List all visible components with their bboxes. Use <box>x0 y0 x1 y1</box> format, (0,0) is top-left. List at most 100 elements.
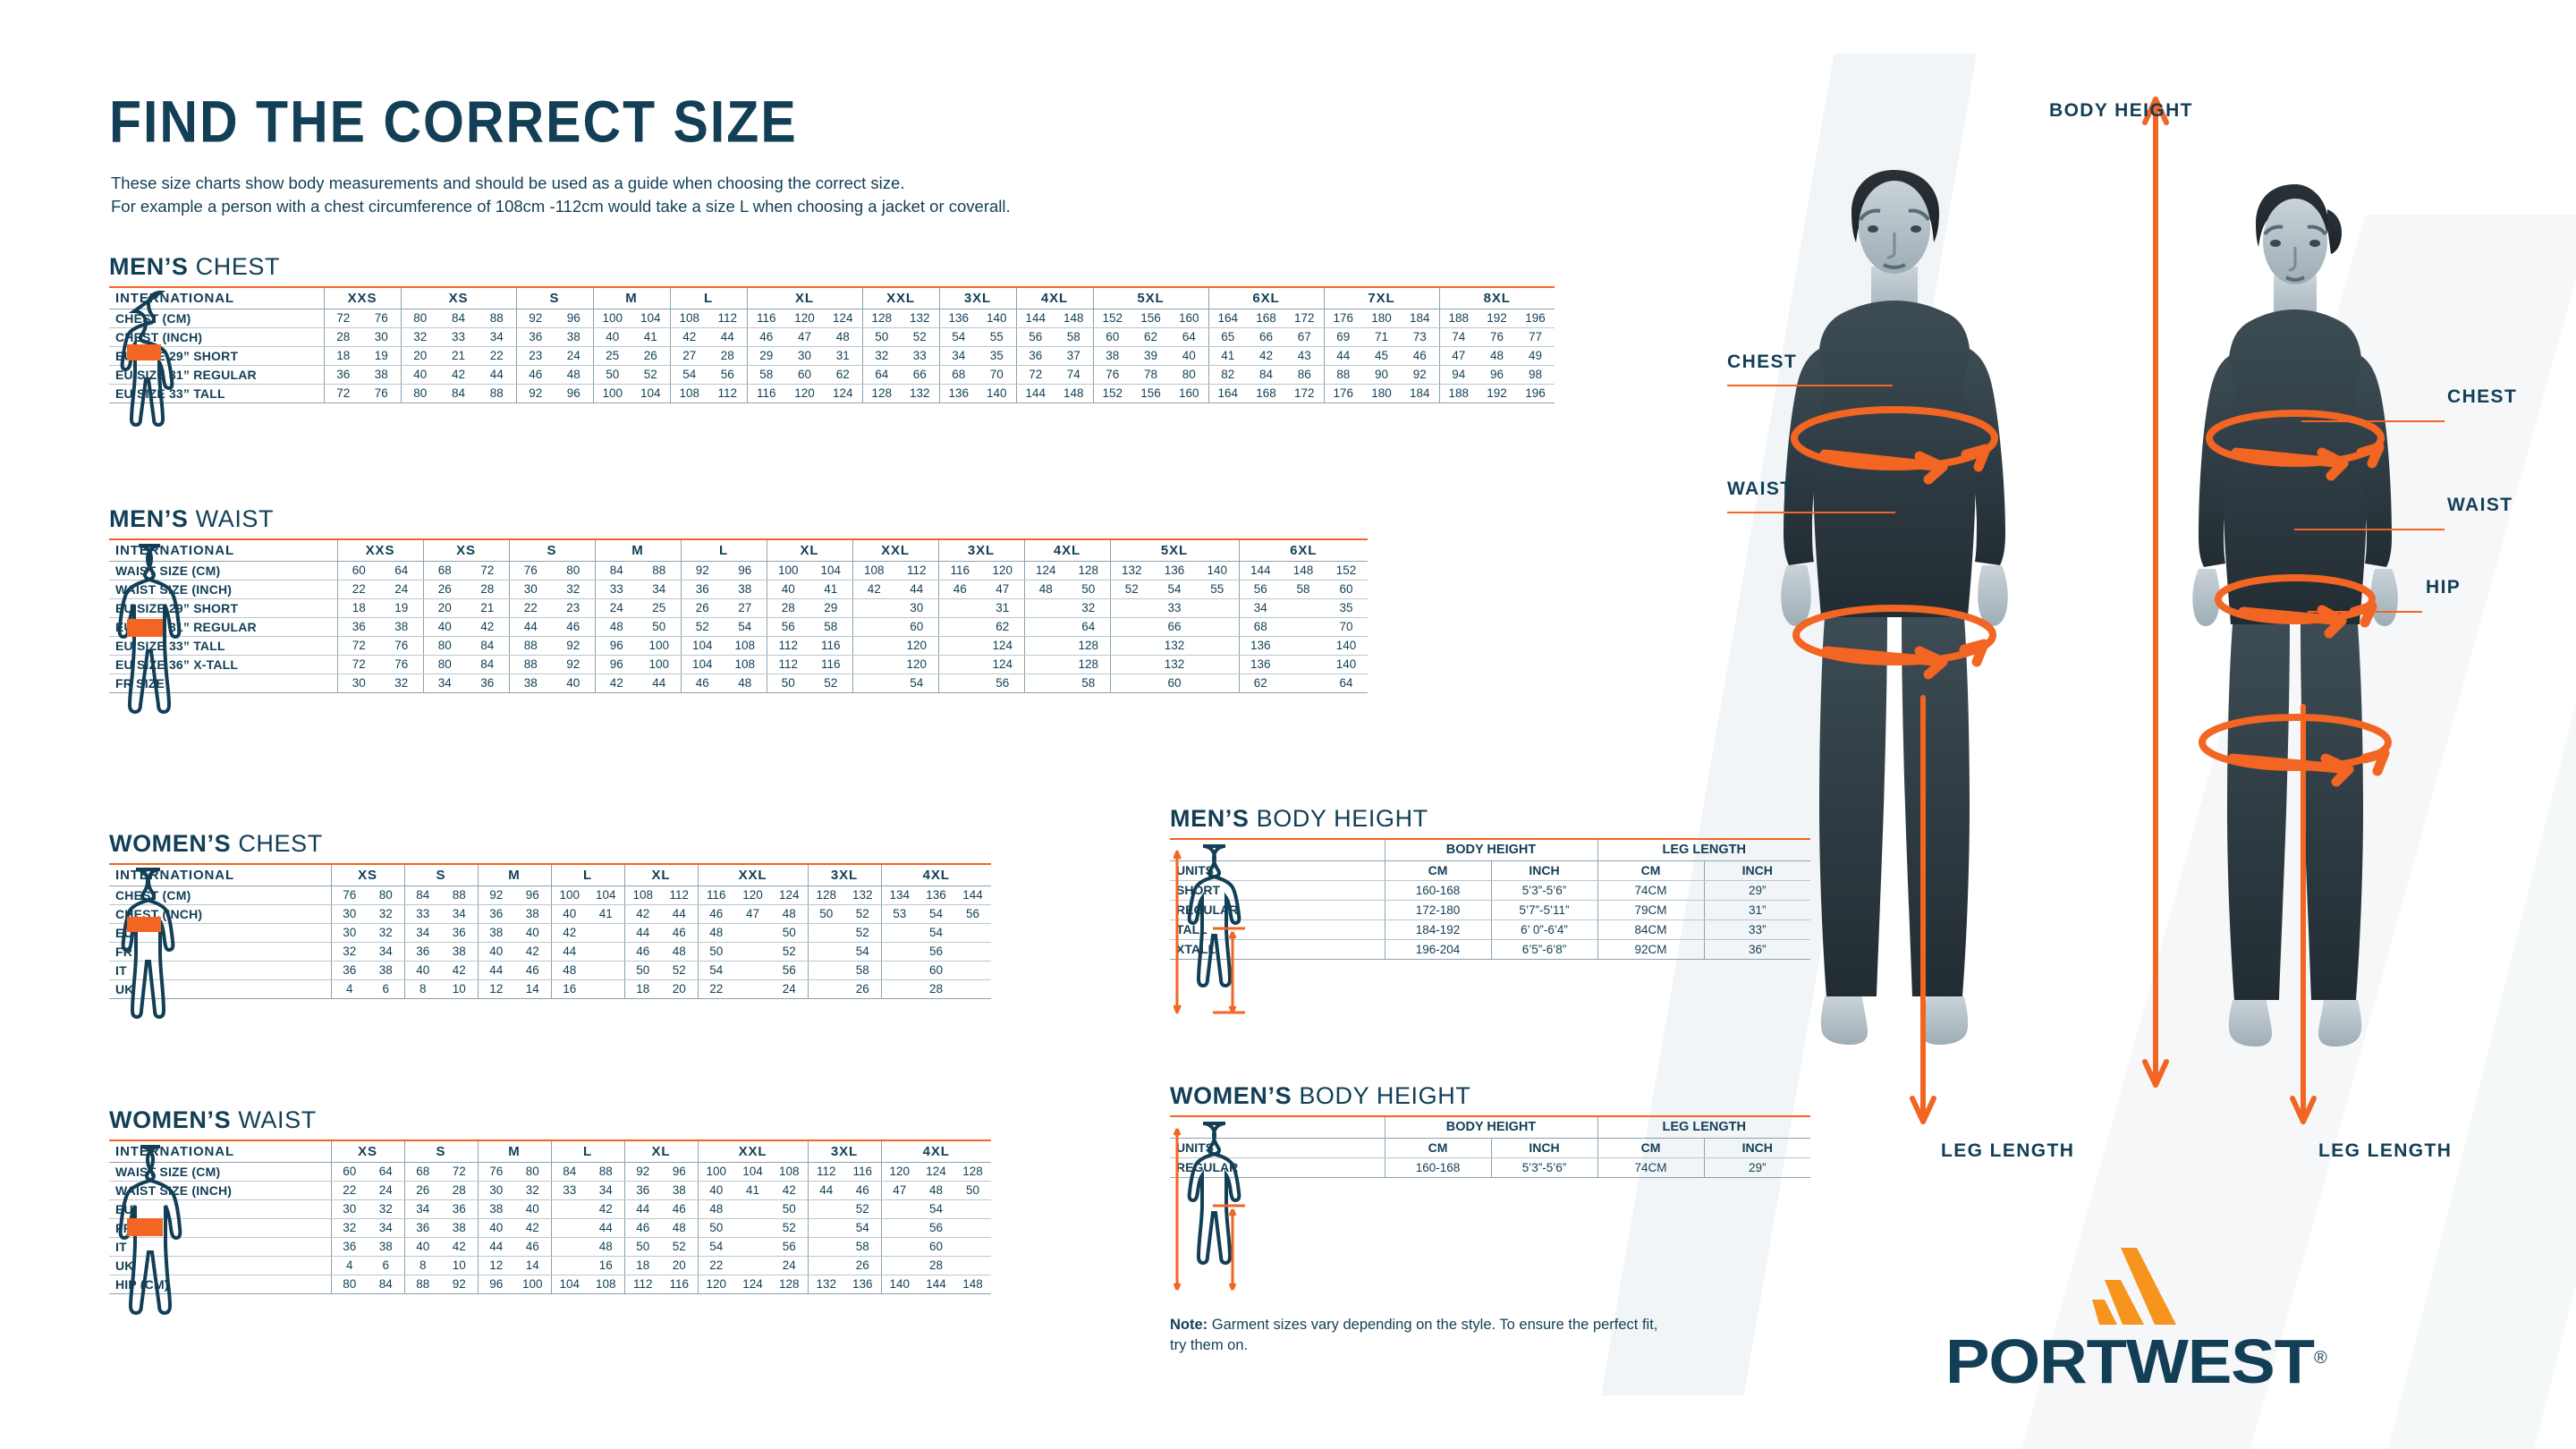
leader-man-chest <box>1727 385 1893 386</box>
table-cell: 56 <box>918 942 954 962</box>
table-row: TALL 184-192 6’ 0”-6’4” 84CM 33” <box>1170 919 1810 940</box>
table-cell: 28 <box>466 580 509 599</box>
table-cell: 48 <box>588 1237 624 1257</box>
table-cell <box>807 1256 844 1275</box>
table-cell: 124 <box>918 1162 954 1182</box>
table-cell: 32 <box>400 327 439 347</box>
table-cell: 92CM <box>1597 939 1704 960</box>
table-cell: 72 <box>323 309 362 328</box>
table-cell: 152 <box>1092 309 1131 328</box>
row-label: FR <box>109 1218 331 1238</box>
table-cell: 42 <box>1247 346 1285 366</box>
portwest-wordmark: PORTWEST® <box>1945 1330 2327 1393</box>
table-cell <box>734 1237 771 1257</box>
table-cell: 84 <box>1247 365 1285 385</box>
table-cell <box>880 961 918 980</box>
table-cell: 140 <box>1196 561 1239 580</box>
table-cell: 56 <box>954 904 991 924</box>
table-cell: 136 <box>938 384 978 403</box>
table-cell: 84 <box>368 1275 404 1294</box>
table-cell: 64 <box>1067 617 1110 637</box>
table-row: WAIST SIZE (INCH) 22 24 26 28 30 32 33 34 36 38 40 4… <box>109 580 1368 599</box>
table-cell: 34 <box>478 327 516 347</box>
table-cell: 18 <box>323 346 362 366</box>
table-cell: 34 <box>938 346 978 366</box>
table-cell: 96 <box>555 384 593 403</box>
table-cell: 30 <box>330 904 368 924</box>
table-cell: 116 <box>809 655 852 674</box>
table-cell: 4 <box>330 1256 368 1275</box>
table-cell: 148 <box>1055 384 1093 403</box>
table-cell: 108 <box>724 636 767 656</box>
table-cell: 32 <box>368 1199 404 1219</box>
table-cell: 164 <box>1208 384 1247 403</box>
table-cell <box>954 923 991 943</box>
table-cell: 44 <box>1323 346 1362 366</box>
table-cell: 48 <box>697 1199 734 1219</box>
table-cell: 172 <box>1285 309 1324 328</box>
table-cell: 36” <box>1703 939 1810 960</box>
table-cell: 22 <box>508 598 552 618</box>
section-title-bold: WOMEN’S <box>109 1106 232 1133</box>
table-cell: 6’5”-6’8” <box>1490 939 1597 960</box>
size-column-header: XXL <box>852 538 938 562</box>
table-cell: 26 <box>631 346 670 366</box>
table-cell: 84 <box>466 636 509 656</box>
table-cell: 47 <box>981 580 1024 599</box>
table-cell: 188 <box>1438 384 1478 403</box>
table-cell: 19 <box>362 346 401 366</box>
table-cell: 44 <box>623 1199 661 1219</box>
row-label: WAIST SIZE (INCH) <box>109 1181 331 1200</box>
table-row: EU SIZE 33” TALL 72 76 80 84 88 92 96 100 104 108 1… <box>109 636 1368 656</box>
table-cell: 54 <box>918 1199 954 1219</box>
table-cell: 132 <box>807 1275 844 1294</box>
table-cell <box>1023 636 1067 656</box>
intro-text: These size charts show body measurements… <box>111 172 1274 218</box>
table-cell: 33” <box>1703 919 1810 940</box>
table-cell: 92 <box>515 309 555 328</box>
table-cell: 60 <box>785 365 824 385</box>
table-cell: 108 <box>724 655 767 674</box>
table-cell: 38 <box>441 1218 478 1238</box>
section-title-mens-waist: MEN’S WAIST <box>109 505 274 533</box>
label-body-height: BODY HEIGHT <box>2049 100 2193 121</box>
size-column-header: 4XL <box>880 1140 991 1163</box>
table-cell <box>1023 674 1067 693</box>
table-cell: 30 <box>362 327 401 347</box>
table-cell: 168 <box>1247 309 1285 328</box>
table-cell: 46 <box>697 904 734 924</box>
table-cell: 52 <box>680 617 724 637</box>
table-cell <box>734 942 771 962</box>
table-cell: 42 <box>669 327 708 347</box>
table-cell: 116 <box>844 1162 881 1182</box>
table-cell: 60 <box>330 1162 368 1182</box>
table-cell: 36 <box>680 580 724 599</box>
table-cell: 88 <box>403 1275 441 1294</box>
table-cell: 35 <box>978 346 1016 366</box>
table-cell <box>550 1256 588 1275</box>
table-row: EU 30 32 34 36 38 40 42 44 46 48 50 52 54 <box>109 1199 991 1219</box>
size-column-header: S <box>508 538 595 562</box>
table-cell: 26 <box>844 1256 881 1275</box>
table-cell <box>937 598 981 618</box>
table-cell: 80 <box>514 1162 551 1182</box>
size-column-header: 5XL <box>1109 538 1239 562</box>
table-cell: 176 <box>1323 384 1362 403</box>
leader-woman-hip <box>2308 611 2422 613</box>
table-cell: 84 <box>439 309 478 328</box>
table-cell <box>1109 617 1153 637</box>
fit-note-text: Garment sizes vary depending on the styl… <box>1170 1317 1658 1353</box>
table-cell <box>937 617 981 637</box>
table-cell <box>954 1199 991 1219</box>
table-cell: 21 <box>439 346 478 366</box>
size-column-header: L <box>669 286 747 309</box>
size-column-header: S <box>403 1140 478 1163</box>
table-cell: 56 <box>1238 580 1282 599</box>
table-cell: 184 <box>1401 309 1439 328</box>
table-cell: 33 <box>594 580 638 599</box>
table-cell: 44 <box>807 1181 844 1200</box>
size-column-header: XL <box>766 538 852 562</box>
table-cell: 56 <box>1015 327 1055 347</box>
table-cell: 20 <box>661 1256 698 1275</box>
table-cell: 196 <box>1516 384 1555 403</box>
